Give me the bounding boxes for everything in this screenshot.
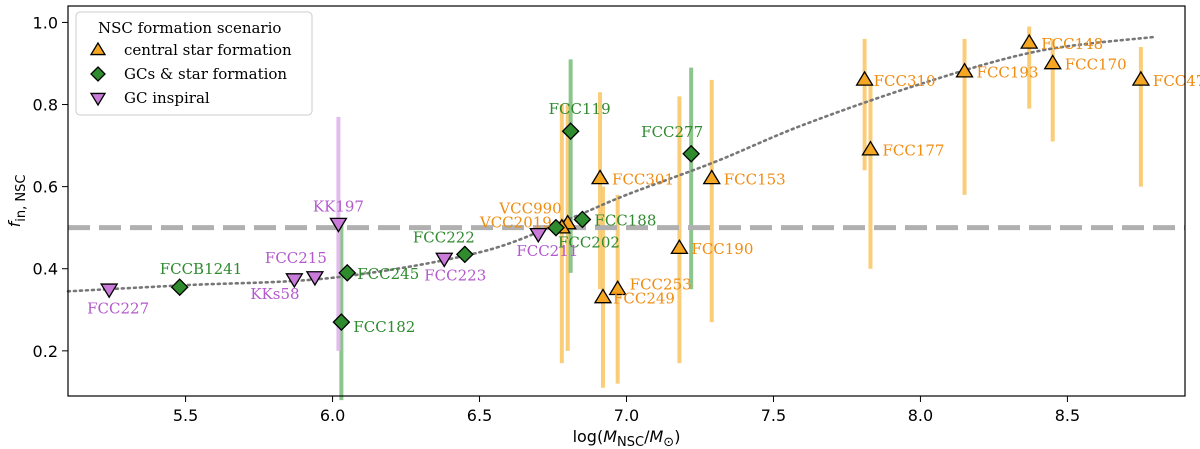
- point-label-fcc188: FCC188: [594, 211, 656, 229]
- point-labels: FCC148 FCC170 FCC47 FCC193 FCC310 FCC177 FCC15…: [87, 35, 1200, 336]
- point-label-fcc148: FCC148: [1041, 35, 1103, 53]
- point-fcc182: [332, 313, 351, 332]
- point-fcc47: [1131, 70, 1151, 86]
- point-label-fccb1241: FCCB1241: [160, 260, 243, 278]
- x-tick-label: 6.0: [320, 406, 345, 425]
- legend-marker-central-star-formation: [89, 41, 107, 56]
- y-axis-label: fin, NSC: [5, 175, 29, 228]
- point-fcc227: [99, 283, 119, 299]
- point-label-fcc301: FCC301: [612, 170, 674, 188]
- point-fcc170: [1043, 54, 1062, 70]
- point-fcc188: [573, 210, 592, 229]
- point-fcc177: [861, 140, 880, 156]
- point-label-fcc119: FCC119: [549, 100, 611, 118]
- point-kks58: [285, 273, 304, 289]
- point-label-fcc182: FCC182: [353, 318, 415, 336]
- legend-marker-gc-inspiral: [89, 92, 107, 107]
- point-label-kks58: KKs58: [250, 285, 299, 303]
- point-label-fcc47: FCC47: [1153, 72, 1200, 90]
- legend-box: [75, 11, 313, 116]
- point-fcc148: [1020, 33, 1039, 49]
- point-label-fcc153: FCC153: [724, 170, 786, 188]
- point-kk197: [329, 217, 348, 233]
- point-label-fcc170: FCC170: [1065, 55, 1127, 73]
- point-label-fcc215: FCC215: [265, 249, 327, 267]
- point-fcc119: [561, 122, 580, 141]
- point-fcc153: [702, 169, 721, 185]
- point-fcc245: [338, 263, 357, 282]
- legend-label-gcs-star-formation: GCs & star formation: [124, 65, 287, 83]
- legend-label-central-star-formation: central star formation: [124, 41, 292, 59]
- point-fcc253: [608, 280, 627, 296]
- y-tick-label: 1.0: [33, 13, 58, 32]
- point-label-fcc253: FCC253: [630, 275, 692, 293]
- point-fcc301: [590, 169, 610, 185]
- point-label-vcc2019: VCC2019: [479, 214, 552, 232]
- point-label-fcc193: FCC193: [977, 64, 1039, 82]
- point-label-fcc202: FCC202: [558, 234, 620, 252]
- x-tick-label: 5.5: [173, 406, 198, 425]
- point-fcc190: [670, 238, 689, 255]
- point-label-fcc177: FCC177: [882, 142, 944, 160]
- point-label-fcc277: FCC277: [641, 123, 703, 141]
- point-label-kk197: KK197: [313, 198, 364, 216]
- x-tick-label: 7.0: [614, 406, 639, 425]
- point-fcc211: [529, 227, 548, 244]
- point-label-vcc990: VCC990: [498, 200, 561, 218]
- x-axis-ticks: 5.5 6.0 6.5 7.0 7.5 8.0 8.5: [173, 396, 1080, 425]
- point-label-fcc190: FCC190: [691, 240, 753, 258]
- point-label-fcc245: FCC245: [357, 265, 419, 283]
- point-fcc277: [682, 144, 701, 163]
- point-fcc202: [547, 218, 565, 237]
- point-fcc249: [593, 288, 613, 304]
- x-tick-label: 7.5: [761, 406, 786, 425]
- point-fcc193: [955, 62, 974, 78]
- point-label-fcc222: FCC222: [413, 228, 475, 246]
- y-axis-ticks: 0.2 0.4 0.6 0.8 1.0: [33, 13, 68, 361]
- point-label-fcc227: FCC227: [87, 299, 149, 317]
- point-fccb1241: [170, 278, 189, 297]
- point-label-fcc223: FCC223: [424, 266, 486, 284]
- x-tick-label: 6.5: [467, 406, 492, 425]
- point-label-fcc211: FCC211: [516, 242, 578, 260]
- point-label-fcc249: FCC249: [613, 289, 675, 307]
- point-fcc223: [435, 252, 454, 268]
- y-tick-label: 0.8: [33, 96, 58, 115]
- x-axis-label: log(MNSC/M⊙): [573, 427, 681, 449]
- point-label-fcc310: FCC310: [874, 72, 936, 90]
- point-fcc310: [855, 70, 874, 86]
- legend-marker-gcs-star-formation: [90, 66, 106, 82]
- y-tick-label: 0.2: [33, 342, 58, 361]
- legend-label-gc-inspiral: GC inspiral: [124, 89, 210, 107]
- x-tick-label: 8.5: [1055, 406, 1080, 425]
- point-fcc215: [305, 271, 325, 287]
- legend-title: NSC formation scenario: [98, 19, 281, 37]
- legend-entries: central star formation GCs & star formati…: [89, 41, 292, 107]
- y-tick-label: 0.6: [33, 178, 58, 197]
- legend: NSC formation scenario central star form…: [75, 11, 313, 116]
- y-tick-label: 0.4: [33, 260, 58, 279]
- error-bars: [336, 26, 1143, 401]
- x-tick-label: 8.0: [908, 406, 933, 425]
- data-points: [99, 33, 1151, 332]
- point-fcc222: [455, 245, 474, 264]
